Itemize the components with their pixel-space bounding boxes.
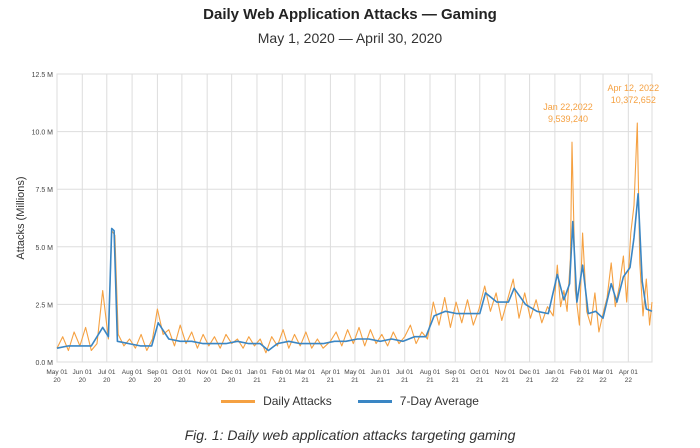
x-tick-label: Mar 01: [295, 369, 316, 376]
y-tick-label: 7.5 M: [35, 187, 53, 194]
x-tick-year: 20: [128, 377, 136, 384]
x-tick-label: May 01: [344, 369, 366, 376]
x-tick-year: 21: [377, 377, 385, 384]
legend-swatch-average: [357, 399, 392, 403]
x-tick-label: Feb 01: [272, 369, 293, 376]
x-tick-year: 20: [79, 377, 87, 384]
x-tick-label: Jan 01: [545, 369, 565, 376]
legend-item-average: 7-Day Average: [357, 394, 479, 408]
x-tick-label: Aug 01: [122, 369, 143, 376]
x-tick-year: 20: [228, 377, 236, 384]
annotation-date: Jan 22,2022: [543, 102, 593, 112]
x-tick-label: Mar 01: [593, 369, 614, 376]
x-tick-label: Dec 01: [519, 369, 540, 376]
x-tick-label: Jun 01: [73, 369, 93, 376]
x-tick-label: Sep 01: [147, 369, 168, 376]
x-tick-year: 21: [279, 377, 287, 384]
y-tick-label: 12.5 M: [32, 72, 54, 79]
annotation-date: Apr 12, 2022: [608, 83, 660, 93]
x-tick-year: 20: [154, 377, 162, 384]
x-tick-year: 22: [625, 377, 633, 384]
x-tick-label: Jul 01: [98, 369, 116, 376]
x-tick-year: 20: [204, 377, 212, 384]
x-tick-label: Nov 01: [197, 369, 218, 376]
legend-label-daily: Daily Attacks: [263, 394, 332, 408]
annotation-value: 9,539,240: [548, 114, 588, 124]
legend-label-average: 7-Day Average: [399, 394, 479, 408]
y-tick-label: 2.5 M: [35, 302, 53, 309]
series-line-daily-attacks: [56, 122, 653, 354]
y-tick-label: 0.0 M: [35, 360, 53, 367]
x-tick-label: Oct 01: [470, 369, 490, 376]
x-tick-year: 22: [577, 377, 585, 384]
x-tick-year: 21: [501, 377, 509, 384]
x-tick-label: Oct 01: [172, 369, 192, 376]
y-tick-label: 5.0 M: [35, 245, 53, 252]
chart-subtitle: May 1, 2020 — April 30, 2020: [257, 30, 443, 46]
x-tick-year: 21: [351, 377, 359, 384]
x-tick-label: Feb 01: [570, 369, 591, 376]
x-tick-label: Jul 01: [396, 369, 414, 376]
y-axis-label: Attacks (Millions): [15, 176, 27, 259]
x-tick-label: Jan 01: [247, 369, 267, 376]
y-tick-label: 10.0 M: [32, 130, 54, 137]
legend-swatch-daily: [221, 399, 256, 403]
x-tick-year: 21: [302, 377, 310, 384]
legend: Daily Attacks 7-Day Average: [0, 394, 700, 408]
x-tick-label: Jun 01: [370, 369, 390, 376]
series-line-7-day-average: [56, 193, 653, 352]
x-tick-year: 20: [53, 377, 61, 384]
x-tick-year: 21: [327, 377, 335, 384]
x-tick-year: 21: [401, 377, 409, 384]
x-tick-year: 21: [476, 377, 484, 384]
x-tick-year: 21: [526, 377, 534, 384]
x-tick-year: 22: [599, 377, 607, 384]
x-tick-label: Apr 01: [619, 369, 639, 376]
x-tick-label: Nov 01: [495, 369, 516, 376]
x-tick-label: May 01: [46, 369, 68, 376]
x-tick-label: Apr 01: [321, 369, 341, 376]
x-tick-label: Sep 01: [445, 369, 466, 376]
legend-item-daily: Daily Attacks: [221, 394, 332, 408]
x-tick-label: Dec 01: [221, 369, 242, 376]
figure-caption: Fig. 1: Daily web application attacks ta…: [184, 427, 516, 443]
chart-title: Daily Web Application Attacks — Gaming: [203, 6, 497, 23]
x-tick-label: Aug 01: [420, 369, 441, 376]
x-tick-year: 21: [452, 377, 460, 384]
annotation-value: 10,372,652: [611, 95, 656, 105]
x-tick-year: 20: [103, 377, 111, 384]
x-tick-year: 21: [253, 377, 261, 384]
x-tick-year: 21: [426, 377, 434, 384]
x-tick-year: 22: [551, 377, 559, 384]
x-tick-year: 20: [178, 377, 186, 384]
